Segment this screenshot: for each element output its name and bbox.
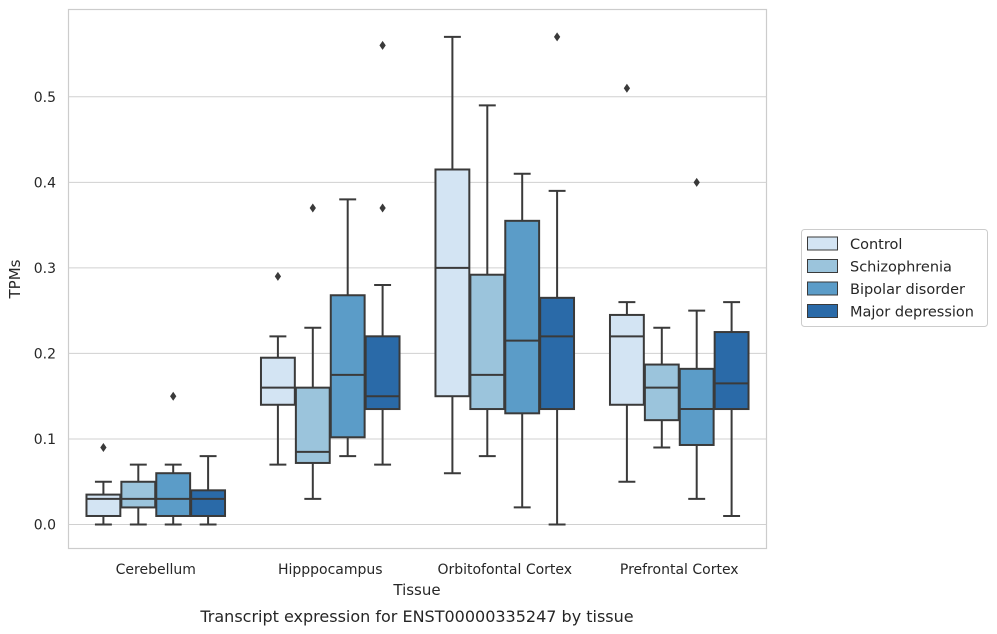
box-body (329, 294, 366, 439)
legend-swatch (807, 259, 838, 273)
outlier-point (379, 40, 386, 50)
legend-label: Bipolar disorder (850, 282, 965, 298)
box-3-1 (643, 326, 680, 449)
box-body (155, 472, 192, 517)
y-axis-title: TPMs (6, 259, 24, 299)
y-tick-label: 0.4 (34, 175, 56, 191)
legend-swatch (807, 281, 838, 296)
box-body (713, 331, 750, 411)
legend-label: Major depression (850, 305, 974, 321)
box-0-3 (190, 455, 227, 526)
box-body (643, 363, 680, 422)
legend-frame (801, 229, 988, 327)
box-body (85, 493, 122, 517)
box-3-0 (608, 83, 645, 483)
box-3-3 (713, 301, 750, 517)
box-2-3 (539, 32, 576, 526)
box-1-1 (294, 203, 331, 500)
box-2-2 (504, 172, 541, 509)
plot-frame (67, 8, 768, 550)
legend-label: Schizophrenia (850, 260, 952, 276)
y-tick-label: 0.5 (34, 90, 56, 106)
boxes (85, 32, 750, 526)
y-tick-label: 0.2 (34, 346, 56, 362)
x-tick-label: Prefrontal Cortex (620, 562, 739, 578)
box-0-0 (85, 443, 122, 526)
outlier-point (623, 83, 631, 93)
box-1-0 (259, 271, 296, 466)
legend-label: Control (850, 237, 902, 253)
box-body (120, 480, 157, 509)
x-tick-labels: Cerebellum Hipppocampus Orbitofontal Corte… (116, 562, 739, 578)
outlier-point (309, 203, 316, 213)
y-tick-labels: 0.0 0.1 0.2 0.3 0.4 0.5 (34, 90, 56, 534)
box-0-2 (155, 391, 192, 526)
legend: Control Schizophrenia Bipolar disorder Majo… (801, 229, 988, 327)
outlier-point (100, 443, 107, 453)
box-3-2 (678, 177, 715, 500)
box-body (434, 168, 471, 398)
y-tick-label: 0.3 (34, 261, 56, 277)
x-tick-label: Orbitofontal Cortex (437, 562, 572, 578)
outlier-point (170, 391, 177, 401)
y-tick-label: 0.1 (34, 432, 56, 448)
box-body (190, 489, 227, 517)
outlier-point (553, 32, 561, 42)
y-tick-label: 0.0 (34, 518, 56, 534)
box-2-0 (434, 35, 471, 475)
x-tick-label: Cerebellum (116, 562, 196, 578)
grid-lines (68, 96, 767, 526)
box-body (504, 219, 541, 415)
x-axis-title: Tissue (392, 581, 440, 599)
box-body (294, 386, 331, 464)
box-body (678, 367, 715, 446)
outlier-point (274, 271, 282, 281)
figure-caption: Transcript expression for ENST0000033524… (199, 607, 633, 626)
box-body (539, 296, 576, 411)
legend-swatch (807, 236, 838, 251)
outlier-point (379, 203, 386, 213)
box-0-1 (120, 463, 157, 526)
outlier-point (693, 177, 700, 187)
box-body (364, 335, 401, 411)
x-tick-label: Hipppocampus (278, 562, 383, 578)
box-body (608, 313, 645, 406)
legend-swatch (807, 304, 838, 318)
box-body (469, 273, 506, 411)
box-2-1 (469, 104, 506, 458)
box-body (259, 356, 296, 406)
box-1-2 (329, 198, 366, 458)
box-1-3 (364, 40, 401, 466)
